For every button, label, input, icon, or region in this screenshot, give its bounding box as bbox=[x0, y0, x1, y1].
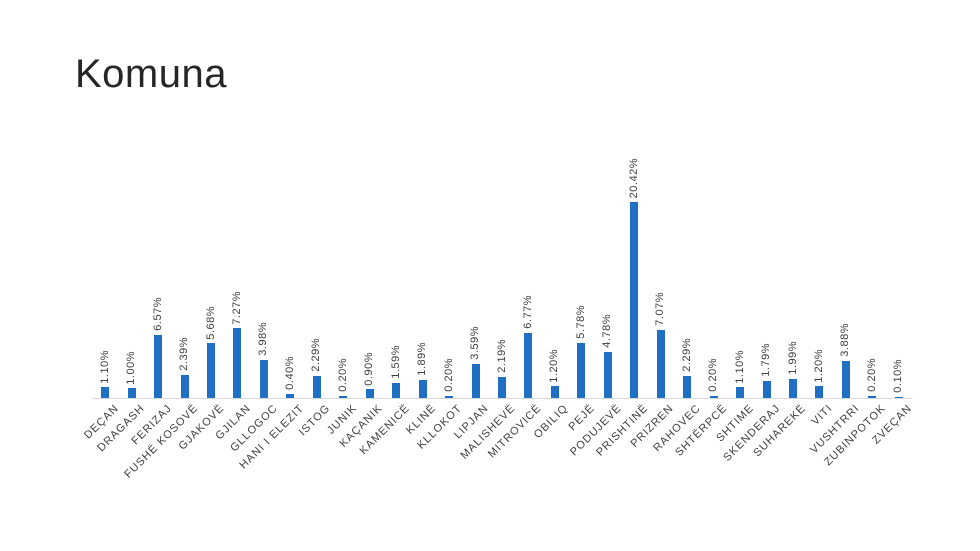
chart-column: 20.42% PRISHTINË bbox=[594, 120, 650, 459]
chart-column: 3.88% VUSHTRRI bbox=[808, 120, 862, 456]
chart-column: 6.77% MITROVICË bbox=[486, 120, 544, 460]
bar-value-label: 0.20% bbox=[707, 358, 720, 393]
bar bbox=[392, 382, 401, 398]
bar-value-label: 1.20% bbox=[812, 348, 825, 383]
bar bbox=[815, 386, 824, 398]
bar-value-label: 1.59% bbox=[389, 345, 402, 379]
chart-title: Komuna bbox=[75, 52, 227, 96]
bar bbox=[841, 360, 850, 398]
chart-column: 3.98% GLLOGOC bbox=[228, 120, 280, 454]
chart-column: 1.00% DRAGASH bbox=[96, 120, 148, 454]
chart-column: 0.10% ZVEÇAN bbox=[870, 120, 914, 447]
bar bbox=[259, 359, 268, 398]
bar-value-label: 1.10% bbox=[98, 349, 111, 384]
chart-column: 7.07% PRIZREN bbox=[629, 120, 677, 449]
chart-column: 0.20% ZUBINPOTOK bbox=[822, 120, 888, 468]
chart-column: 7.27% GJILAN bbox=[213, 120, 253, 443]
bar bbox=[709, 396, 718, 398]
bar-value-label: 1.00% bbox=[125, 350, 138, 385]
bar bbox=[154, 334, 163, 398]
bar bbox=[233, 328, 242, 398]
bar bbox=[445, 396, 454, 398]
bar-value-label: 2.29% bbox=[310, 338, 323, 373]
bar-value-label: 0.40% bbox=[283, 356, 296, 391]
bar bbox=[207, 343, 216, 398]
chart-column: 1.10% DEÇAN bbox=[82, 120, 121, 442]
chart-column: 2.19% MALISHEVË bbox=[458, 120, 517, 461]
bar-value-label: 1.89% bbox=[416, 342, 429, 376]
bar bbox=[603, 352, 612, 398]
bar bbox=[312, 376, 321, 398]
bar bbox=[762, 380, 771, 398]
bar bbox=[894, 396, 903, 398]
bar bbox=[471, 363, 480, 398]
bar-value-label: 3.98% bbox=[257, 322, 270, 356]
bar-value-label: 0.10% bbox=[892, 358, 905, 393]
bar-value-label: 0.90% bbox=[363, 351, 376, 386]
chart-column: 1.59% KAMENICË bbox=[357, 120, 412, 457]
bar-value-label: 4.78% bbox=[601, 314, 614, 349]
chart-column: 0.20% KLLOKOT bbox=[416, 120, 465, 451]
bar-value-label: 1.10% bbox=[733, 349, 746, 384]
bar bbox=[656, 330, 665, 398]
bar-value-label: 3.59% bbox=[469, 325, 482, 360]
bar bbox=[524, 333, 533, 398]
bar-value-label: 0.20% bbox=[336, 358, 349, 393]
bar-value-label: 7.27% bbox=[230, 290, 243, 325]
bar bbox=[789, 378, 797, 398]
bar-value-label: 0.20% bbox=[442, 358, 455, 393]
bar-value-label: 1.99% bbox=[786, 341, 799, 375]
chart-column: 0.20% JUNIK bbox=[325, 120, 359, 436]
bar-value-label: 0.20% bbox=[865, 358, 878, 393]
chart-column: 2.29% ISTOG bbox=[297, 120, 333, 438]
bar-value-label: 1.79% bbox=[760, 343, 773, 377]
chart-column: 3.59% LIPJAN bbox=[452, 120, 491, 442]
plot-area: 1.10% DEÇAN 1.00% DRAGASH 6.57% FERIZAJ 2.39% F… bbox=[82, 120, 915, 481]
chart-column: 5.68% GJAKOVË bbox=[177, 120, 227, 453]
bar bbox=[683, 376, 692, 398]
chart-column: 1.89% KLINË bbox=[404, 120, 439, 437]
bar bbox=[418, 379, 427, 398]
bar bbox=[286, 394, 295, 398]
bar-value-label: 7.07% bbox=[654, 292, 667, 327]
bar bbox=[498, 376, 507, 398]
bar-value-label: 1.20% bbox=[548, 348, 561, 383]
chart-column: 1.79% SKENDERAJ bbox=[721, 120, 783, 464]
chart-column: 0.40% HANI I ELEZIT bbox=[237, 120, 306, 471]
bar bbox=[550, 386, 559, 398]
bar bbox=[339, 396, 348, 398]
chart-column: 1.20% VITI bbox=[806, 120, 836, 428]
bar bbox=[127, 388, 136, 398]
chart-column: 1.10% SHTIME bbox=[714, 120, 756, 445]
bar-value-label: 3.88% bbox=[839, 323, 852, 357]
bar bbox=[365, 389, 374, 398]
bar-value-label: 6.57% bbox=[151, 297, 164, 331]
bar bbox=[101, 387, 110, 398]
chart-column: 6.57% FERIZAJ bbox=[129, 120, 174, 447]
chart-column: 1.20% OBILIQ bbox=[532, 120, 571, 441]
chart-column: 0.20% SHTËRPCË bbox=[673, 120, 730, 458]
bar bbox=[577, 342, 586, 398]
chart-column: 5.78% PEJË bbox=[566, 120, 597, 433]
chart-column: 2.29% RAHOVEC bbox=[651, 120, 703, 454]
chart-column: 2.39% FUSHË KOSOVË bbox=[122, 120, 200, 480]
bar-value-label: 2.29% bbox=[680, 338, 693, 373]
bar bbox=[868, 396, 877, 398]
bar-value-label: 20.42% bbox=[627, 157, 640, 198]
bar-value-label: 5.68% bbox=[204, 305, 217, 340]
chart-column: 4.78% PODUJEVË bbox=[568, 120, 624, 458]
bar-value-label: 2.19% bbox=[495, 339, 508, 373]
bar bbox=[736, 387, 745, 398]
bar-value-label: 5.78% bbox=[574, 304, 587, 339]
bar-value-label: 2.39% bbox=[178, 337, 191, 372]
bar bbox=[630, 201, 639, 398]
bar-value-label: 6.77% bbox=[521, 295, 534, 330]
chart-column: 1.99% SUHAREKË bbox=[752, 120, 809, 459]
chart-column: 0.90% KAÇANIK bbox=[338, 120, 386, 450]
bar bbox=[180, 375, 189, 398]
